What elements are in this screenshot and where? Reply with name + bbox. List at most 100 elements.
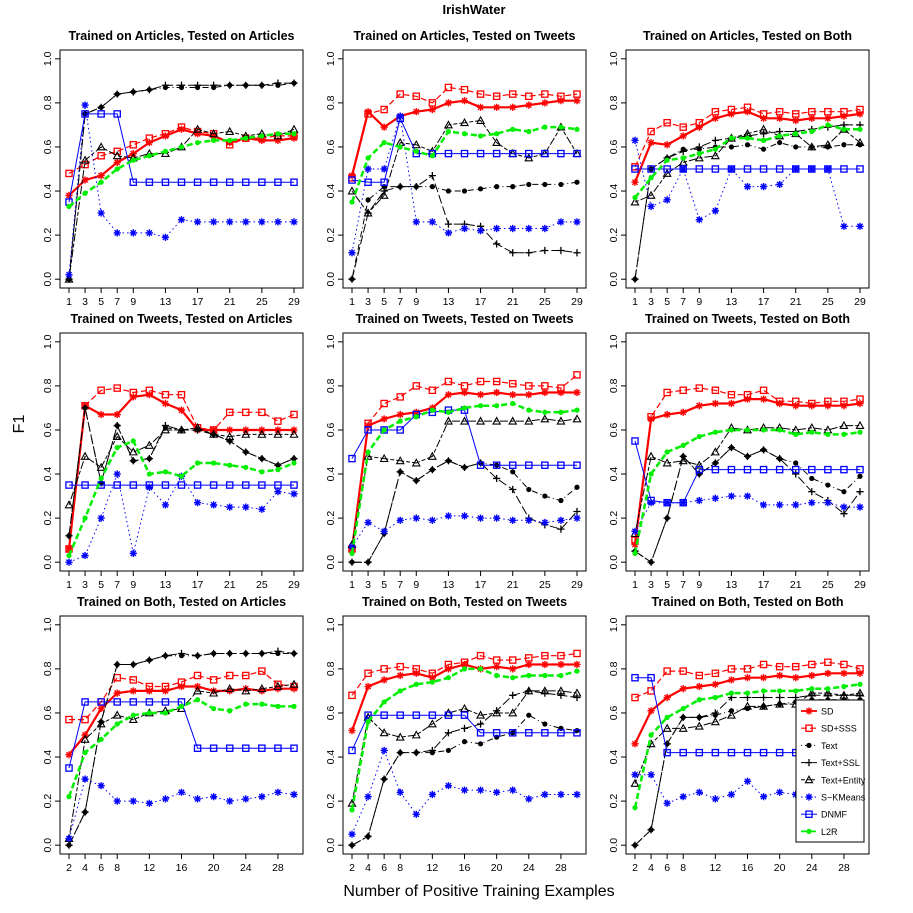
data-point (759, 110, 768, 118)
data-point (492, 461, 501, 469)
data-point (493, 663, 501, 671)
y-tick-label: 1.0 (325, 334, 337, 349)
data-point (744, 690, 751, 696)
data-point (760, 427, 767, 433)
data-point (726, 710, 736, 719)
data-point (542, 181, 548, 188)
data-point (492, 729, 501, 737)
data-point (759, 793, 768, 801)
data-point (129, 797, 137, 805)
data-point (365, 449, 371, 455)
y-tick-label: 0.4 (42, 467, 54, 482)
data-point (743, 165, 752, 173)
data-point (573, 149, 581, 158)
data-point (508, 461, 517, 469)
legend-marker (805, 707, 813, 715)
data-point (64, 274, 74, 283)
data-point (145, 229, 153, 237)
data-point (647, 496, 655, 505)
data-point (526, 486, 532, 493)
data-point (573, 218, 581, 226)
data-point (113, 797, 121, 805)
data-point (242, 448, 250, 456)
data-point (541, 790, 549, 799)
data-point (712, 429, 718, 435)
data-point (727, 790, 736, 799)
data-point (129, 88, 137, 96)
data-point (444, 391, 453, 399)
data-point (161, 233, 170, 241)
data-point (348, 249, 356, 257)
data-point (145, 134, 154, 142)
data-point (97, 514, 105, 522)
data-point (508, 416, 518, 425)
data-point (793, 460, 799, 466)
data-point (129, 388, 138, 397)
data-point (274, 178, 282, 186)
y-tick-label: 0.6 (325, 140, 337, 155)
data-point (257, 683, 267, 693)
data-point (114, 444, 120, 451)
legend-label: S−KMeans (821, 793, 866, 803)
data-point (161, 81, 170, 89)
series-line (351, 714, 577, 751)
data-point (461, 405, 468, 411)
data-point (380, 123, 388, 131)
data-point (225, 431, 235, 441)
data-point (129, 141, 138, 149)
data-point (82, 515, 88, 521)
data-point (225, 744, 234, 752)
data-point (696, 433, 702, 440)
x-tick-label: 13 (726, 296, 738, 308)
data-point (524, 153, 534, 162)
x-tick-label: 6 (664, 862, 670, 874)
data-point (573, 790, 581, 799)
data-point (808, 114, 816, 122)
data-point (396, 671, 404, 680)
data-point (428, 711, 437, 719)
data-point (493, 514, 501, 522)
x-tick-label: 6 (98, 862, 104, 874)
data-point (857, 429, 863, 435)
data-point (412, 669, 420, 677)
y-tick-label: 0.0 (608, 272, 620, 287)
data-point (429, 153, 435, 159)
x-tick-label: 17 (192, 296, 204, 308)
y-tick-label: 0.8 (325, 661, 337, 676)
data-point (381, 427, 387, 433)
data-point (97, 103, 105, 111)
data-point (647, 707, 655, 715)
data-point (557, 246, 565, 255)
data-point (695, 143, 703, 151)
series-line (351, 515, 578, 548)
data-point (258, 136, 266, 144)
data-point (728, 144, 735, 150)
data-point (242, 671, 250, 680)
y-tick-label: 0.0 (325, 272, 337, 287)
data-point (129, 393, 137, 401)
x-tick-label: 28 (272, 862, 284, 874)
data-point (412, 749, 420, 757)
data-point (177, 678, 186, 686)
data-point (459, 416, 470, 425)
series-line (68, 128, 295, 280)
data-point (211, 137, 217, 143)
x-tick-label: 29 (854, 579, 866, 591)
x-tick-label: 25 (822, 579, 834, 591)
data-point (210, 501, 218, 509)
data-point (743, 465, 752, 474)
data-point (509, 665, 517, 673)
data-point (525, 249, 533, 257)
data-point (743, 452, 752, 461)
data-point (80, 155, 90, 164)
series-sdsss (65, 667, 298, 724)
data-point (273, 429, 283, 438)
x-tick-label: 13 (160, 296, 172, 308)
data-point (81, 101, 89, 109)
data-point (396, 662, 404, 671)
data-point (476, 377, 485, 386)
data-point (380, 746, 388, 755)
data-point (541, 518, 549, 527)
data-point (177, 125, 186, 133)
data-point (663, 410, 671, 419)
